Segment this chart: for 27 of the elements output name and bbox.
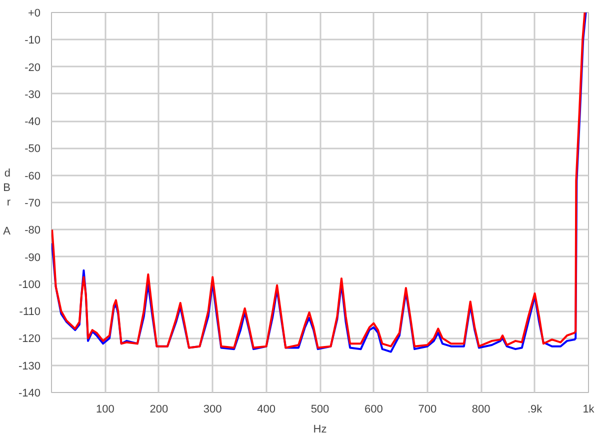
x-tick-label: 800 — [472, 404, 490, 416]
x-tick-label: 600 — [364, 404, 383, 416]
y-tick-label: -110 — [19, 306, 41, 318]
text: dBr A — [3, 168, 10, 238]
x-tick-label: .9k — [527, 404, 543, 416]
y-tick-label: -10 — [24, 34, 41, 47]
y-tick-label: -130 — [18, 360, 41, 372]
x-tick-label: 200 — [150, 404, 168, 416]
x-tick-label: 1k — [582, 404, 595, 416]
y-tick-label: -40 — [24, 116, 41, 128]
x-axis-title: Hz — [313, 424, 327, 436]
y-tick-label: -140 — [18, 388, 41, 400]
x-tick-label: 500 — [310, 404, 330, 416]
y-tick-label: -50 — [24, 143, 41, 156]
x-tick-label: 700 — [418, 404, 437, 416]
x-tick-label: 400 — [257, 404, 276, 416]
y-tick-label: -20 — [24, 62, 41, 74]
y-tick-label: -70 — [24, 198, 41, 210]
y-tick-label: -60 — [24, 170, 41, 182]
x-tick-label: 300 — [203, 404, 222, 416]
y-tick-label: -90 — [24, 252, 41, 264]
x-tick-label: 100 — [96, 404, 114, 416]
y-tick-label: -100 — [18, 278, 41, 291]
y-tick-label: -120 — [18, 333, 41, 346]
y-tick-label: -30 — [24, 88, 41, 101]
y-tick-label: -80 — [24, 224, 41, 237]
y-tick-label: +0 — [28, 8, 41, 20]
